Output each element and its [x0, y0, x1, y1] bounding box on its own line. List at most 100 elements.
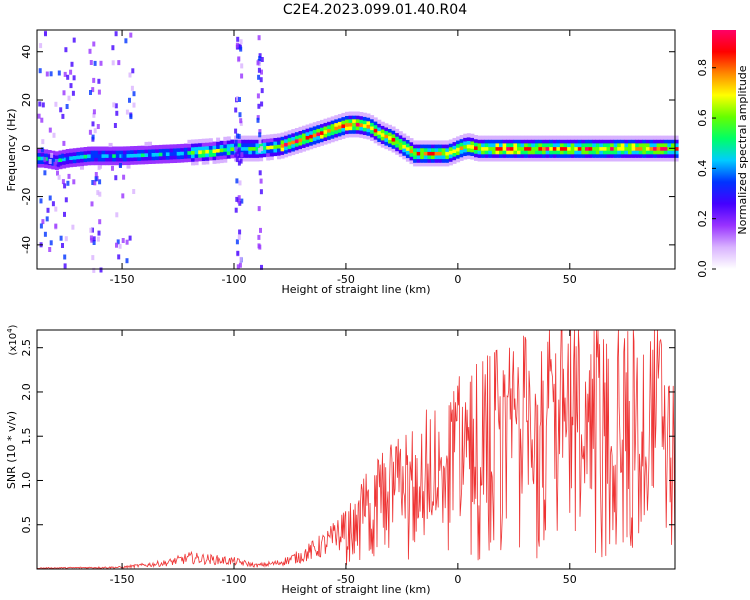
spectrogram-cell: [559, 157, 564, 162]
spectrogram-cell: [667, 157, 672, 162]
spectrogram-cell: [466, 140, 471, 145]
spectrogram-cell: [595, 150, 600, 155]
spectrogram-cell: [488, 139, 493, 144]
spectrogram-noise-cell: [256, 60, 260, 66]
spectrogram-cell: [602, 150, 607, 155]
spectrogram-cell: [663, 157, 668, 162]
spectrogram-cell: [312, 125, 317, 130]
spectrogram-cell: [133, 153, 138, 158]
spectrogram-noise-cell: [234, 107, 238, 113]
spectrogram-noise-cell: [238, 180, 242, 186]
spectrogram-cell: [409, 145, 414, 150]
spectrogram-cell: [80, 154, 84, 159]
spectrogram-cell: [183, 158, 188, 163]
spectrogram-cell: [191, 146, 195, 151]
spectrogram-cell: [663, 150, 668, 155]
spectrogram-cell: [248, 142, 253, 148]
spectrogram-cell: [574, 139, 579, 144]
spectrogram-cell: [638, 153, 643, 158]
spectrogram-noise-cell: [239, 39, 243, 45]
spectrogram-cell: [585, 146, 589, 151]
spectrogram-cell: [538, 135, 543, 140]
spectrogram-cell: [37, 163, 41, 168]
spectrogram-cell: [509, 153, 514, 158]
spectrogram-cell: [316, 139, 321, 144]
spectrogram-cell: [577, 139, 582, 144]
spectrogram-cell: [262, 145, 267, 150]
spectrogram-noise-cell: [92, 112, 96, 118]
spectrogram-cell: [559, 146, 564, 151]
spectrogram-cell: [602, 135, 607, 140]
spectrogram-cell: [488, 150, 493, 155]
spectrogram-cell: [216, 155, 221, 160]
spectrogram-cell: [241, 157, 246, 162]
spectrogram-cell: [137, 160, 142, 165]
spectrogram-cell: [316, 124, 321, 129]
spectrogram-cell: [244, 150, 249, 155]
spectrogram-cell: [567, 135, 572, 140]
spectrogram-cell: [180, 158, 185, 163]
spectrogram-cell: [441, 162, 446, 167]
spectrogram-noise-cell: [258, 56, 262, 61]
spectrogram-cell: [180, 143, 185, 149]
spectrogram-cell: [660, 146, 665, 151]
spectrogram-cell: [531, 142, 536, 148]
spectrogram-noise-cell: [235, 133, 239, 139]
spectrogram-cell: [595, 146, 600, 151]
spectrogram-noise-cell: [240, 198, 244, 204]
spectrogram-cell: [173, 147, 178, 153]
spectrogram-cell: [237, 153, 242, 158]
spectrogram-cell: [359, 126, 364, 131]
spectrogram-cell: [47, 150, 52, 155]
spectrogram-cell: [617, 135, 622, 140]
spectrogram-noise-cell: [54, 223, 58, 229]
spectrogram-cell: [438, 140, 443, 145]
spectrogram-cell: [427, 147, 432, 152]
spectrogram-cell: [123, 157, 127, 162]
spectrogram-cell: [316, 131, 321, 137]
spectrogram-cell: [241, 146, 246, 151]
spectrogram-cell: [291, 150, 296, 156]
spectrogram-cell: [542, 139, 546, 144]
spectrogram-cell: [248, 150, 253, 155]
spectrogram-noise-cell: [92, 109, 96, 115]
spectrogram-noise-cell: [259, 178, 263, 184]
spectrogram-cell: [47, 164, 52, 169]
spectrogram-x-ticks: -150 -100 -50 0 50: [110, 30, 577, 286]
spectrogram-cell: [345, 129, 349, 135]
spectrogram-cell: [187, 157, 192, 163]
spectrogram-cell: [631, 139, 636, 144]
spectrogram-noise-cell: [63, 263, 67, 269]
spectrogram-cell: [588, 135, 593, 140]
spectrogram-cell: [173, 155, 178, 160]
spectrogram-noise-cell: [129, 32, 133, 38]
spectrogram-cell: [463, 140, 468, 146]
spectrogram-cell: [370, 125, 375, 131]
spectrogram-noise-cell: [258, 139, 262, 145]
spectrogram-noise-cell: [122, 174, 126, 180]
spectrogram-y-axis-label: Frequency (Hz): [5, 109, 18, 192]
spectrogram-cell: [337, 135, 342, 140]
spectrogram-cell: [635, 150, 640, 155]
spectrogram-cell: [277, 140, 281, 145]
spectrogram-noise-cell: [260, 88, 264, 94]
spectrogram-cell: [405, 150, 410, 155]
spectrogram-noise-cell: [66, 74, 70, 80]
snr-y-axis-label: SNR (10 * v/v): [5, 411, 18, 489]
spectrogram-cell: [269, 134, 274, 139]
spectrogram-cell: [416, 151, 421, 156]
spectrogram-cell: [559, 135, 564, 140]
y-tick-label: 1.5: [20, 427, 33, 445]
spectrogram-cell: [133, 160, 138, 165]
spectrogram-cell: [674, 157, 679, 162]
spectrogram-cell: [420, 144, 425, 149]
spectrogram-cell: [151, 156, 156, 161]
spectrogram-cell: [151, 159, 156, 164]
spectrogram-cell: [545, 139, 550, 144]
spectrogram-cell: [570, 146, 575, 151]
spectrogram-cell: [674, 139, 679, 144]
spectrogram-cell: [405, 143, 410, 148]
spectrogram-noise-cell: [97, 78, 101, 84]
spectrogram-cell: [513, 146, 518, 151]
spectrogram-cell: [542, 153, 546, 158]
